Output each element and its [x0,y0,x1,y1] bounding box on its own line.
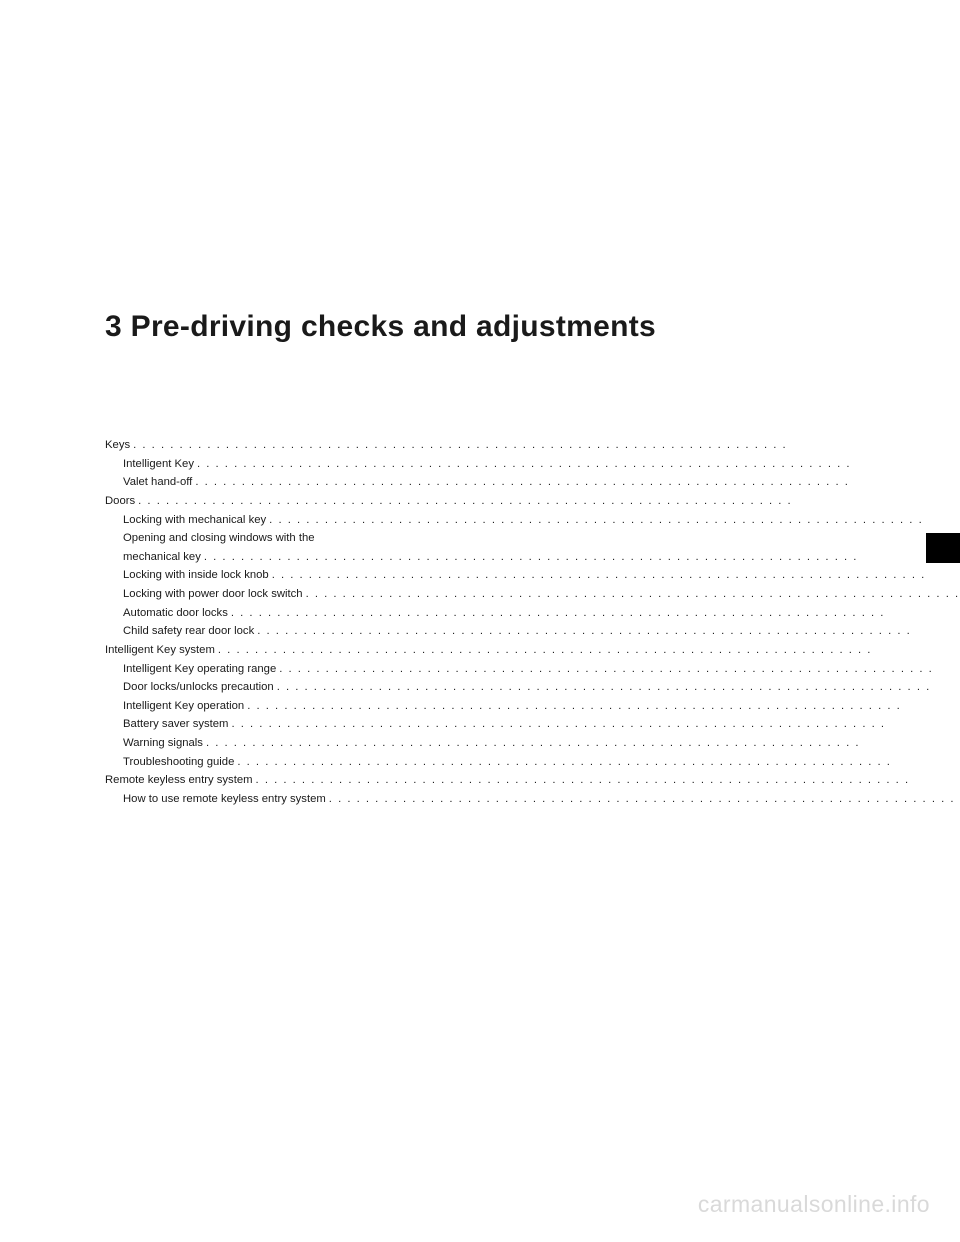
toc-entry: Intelligent Key operating range3-8 [105,660,960,679]
toc-entry: Child safety rear door lock3-6 [105,622,960,641]
toc-leader-dots [234,753,960,772]
toc-leader-dots [253,771,960,790]
toc-leader-dots [274,678,960,697]
toc-entry: Locking with mechanical key3-4 [105,511,960,530]
toc-entry-label: Warning signals [123,734,203,753]
toc-entry: Remote keyless entry system3-13 [105,771,960,790]
toc-leader-dots [228,715,960,734]
toc-entry: Doors3-4 [105,492,960,511]
toc-entry-label: Doors [105,492,135,511]
toc-entry: Troubleshooting guide3-12 [105,753,960,772]
toc-leader-dots [201,548,960,567]
toc-entry: Automatic door locks3-5 [105,604,960,623]
chapter-title: 3 Pre-driving checks and adjustments [105,310,855,344]
toc-entry-label: Door locks/unlocks precaution [123,678,274,697]
toc-leader-dots [192,473,960,492]
toc-entry: Keys3-2 [105,436,960,455]
toc-entry-label: Valet hand-off [123,473,192,492]
toc-entry-label: Intelligent Key system [105,641,215,660]
toc-entry-label: Locking with power door lock switch [123,585,303,604]
toc-leader-dots [326,790,960,809]
toc-entry-label: Troubleshooting guide [123,753,234,772]
toc-leader-dots [194,455,960,474]
toc-entry-label: Locking with inside lock knob [123,566,269,585]
toc-entry: Warning signals3-11 [105,734,960,753]
toc-leader-dots [269,566,960,585]
chapter-heading: Pre-driving checks and adjustments [131,310,656,343]
toc-entry: Intelligent Key operation3-9 [105,697,960,716]
toc-leader-dots [135,492,960,511]
toc-leader-dots [266,511,960,530]
toc-leader-dots [215,641,960,660]
toc-entry-label: Battery saver system [123,715,228,734]
toc-entry-label: Opening and closing windows with the [123,529,315,548]
toc-entry-label: Intelligent Key operating range [123,660,276,679]
toc-entry: Battery saver system3-11 [105,715,960,734]
manual-page: 3 Pre-driving checks and adjustments Key… [0,0,960,1242]
toc-entry-label: Child safety rear door lock [123,622,254,641]
toc-entry-label: Automatic door locks [123,604,228,623]
toc-entry: Locking with power door lock switch3-5 [105,585,960,604]
toc-leader-dots [228,604,960,623]
toc-leader-dots [303,585,960,604]
toc-entry: mechanical key3-4 [105,548,960,567]
toc-entry-label: Locking with mechanical key [123,511,266,530]
toc-entry: Opening and closing windows with the [105,529,960,548]
toc-leader-dots [203,734,960,753]
toc-leader-dots [130,436,960,455]
chapter-number: 3 [105,310,122,343]
toc-entry: Valet hand-off3-3 [105,473,960,492]
table-of-contents: Keys3-2Intelligent Key3-2Valet hand-off3… [105,436,855,809]
toc-column-left: Keys3-2Intelligent Key3-2Valet hand-off3… [105,436,960,809]
toc-entry-label: How to use remote keyless entry system [123,790,326,809]
toc-entry: How to use remote keyless entry system3-… [105,790,960,809]
toc-entry-label: Intelligent Key operation [123,697,244,716]
toc-entry: Door locks/unlocks precaution3-9 [105,678,960,697]
toc-entry-label: mechanical key [123,548,201,567]
toc-leader-dots [254,622,960,641]
toc-leader-dots [244,697,960,716]
toc-entry: Intelligent Key system3-6 [105,641,960,660]
section-tab [926,533,960,563]
toc-entry-label: Remote keyless entry system [105,771,253,790]
toc-entry: Locking with inside lock knob3-5 [105,566,960,585]
toc-leader-dots [276,660,960,679]
watermark-text: carmanualsonline.info [698,1191,930,1218]
toc-entry-label: Keys [105,436,130,455]
toc-entry: Intelligent Key3-2 [105,455,960,474]
toc-entry-label: Intelligent Key [123,455,194,474]
